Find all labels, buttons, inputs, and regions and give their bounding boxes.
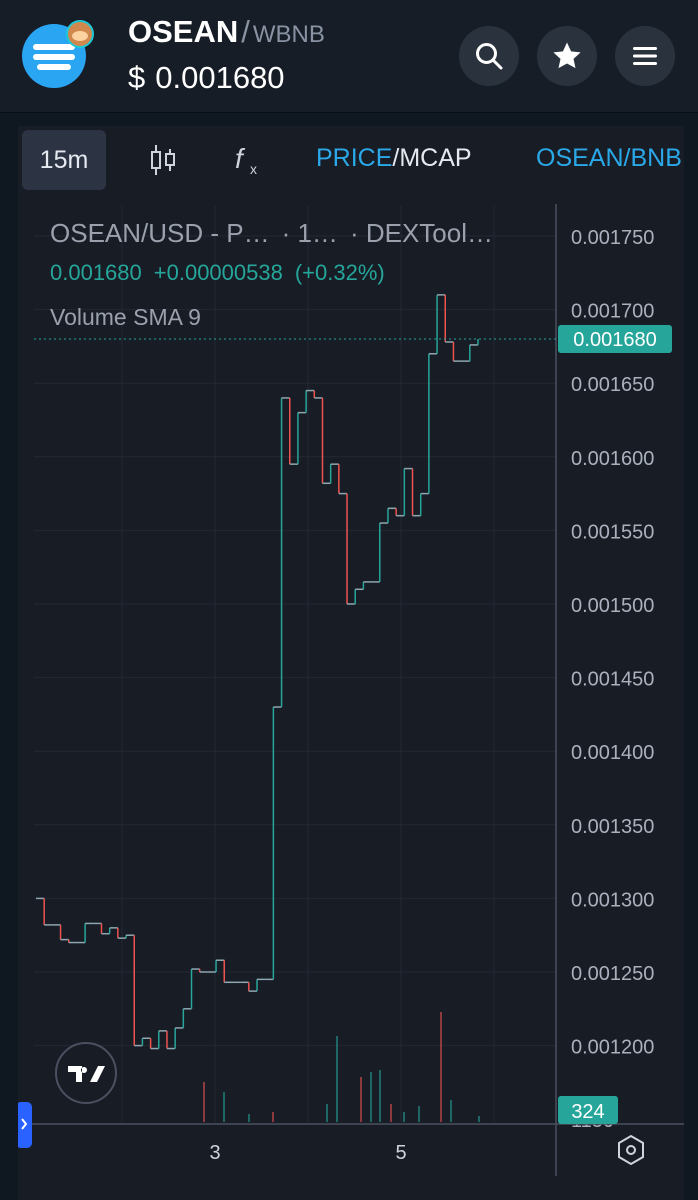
- y-tick-label: 0.001450: [571, 669, 654, 691]
- timeframe-button[interactable]: 15m: [22, 130, 106, 190]
- y-tick-label: 0.001300: [571, 889, 654, 911]
- volume-bar: [370, 1072, 372, 1122]
- value-legend: 0.001680 +0.00000538 (+0.32%): [50, 260, 397, 286]
- volume-bar: [336, 1036, 338, 1122]
- pair-title: OSEAN/WBNB: [128, 14, 325, 50]
- y-tick-label: 0.001550: [571, 521, 654, 543]
- base-symbol: OSEAN: [128, 14, 239, 49]
- toggle-slash: /: [392, 144, 400, 172]
- menu-icon: [633, 47, 657, 65]
- volume-bar: [440, 1012, 442, 1122]
- change-value: +0.00000538: [153, 260, 283, 285]
- volume-bar: [478, 1116, 480, 1122]
- volume-bar: [326, 1104, 328, 1122]
- last-value: 0.001680: [50, 260, 142, 285]
- currency-symbol: $: [128, 60, 146, 95]
- volume-bar: [203, 1082, 205, 1122]
- settings-center-icon: [626, 1145, 636, 1155]
- source-label: · DEXTool…: [349, 218, 493, 248]
- star-icon: [553, 42, 581, 69]
- y-tick-label: 0.001200: [571, 1037, 654, 1059]
- mcap-toggle-label[interactable]: MCAP: [399, 144, 472, 172]
- pair-toggle[interactable]: OSEAN/BNB: [536, 144, 682, 172]
- pair-separator: /: [241, 14, 250, 49]
- volume-bar: [272, 1112, 274, 1122]
- indicator-legend[interactable]: Volume SMA 9: [50, 304, 201, 330]
- x-tick-label: 5: [395, 1142, 406, 1164]
- search-button[interactable]: [459, 26, 519, 86]
- volume-tag-label: 324: [571, 1101, 604, 1123]
- svg-text:f: f: [235, 143, 246, 174]
- price-mcap-toggle[interactable]: PRICE/MCAP: [316, 144, 472, 173]
- volume-tag-box: [558, 1096, 618, 1124]
- volume-bar: [403, 1112, 405, 1122]
- symbol-title: OSEAN/USD - P…: [50, 218, 270, 248]
- change-percent: (+0.32%): [294, 260, 385, 285]
- current-price: $0.001680: [128, 60, 285, 96]
- y-tick-label: 0.001750: [571, 227, 654, 249]
- tradingview-logo-icon[interactable]: [55, 1042, 117, 1104]
- price-value: 0.001680: [155, 60, 285, 95]
- y-tick-label: 0.001650: [571, 374, 654, 396]
- top-bar: OSEAN/WBNB $0.001680: [0, 0, 698, 113]
- y-tick-label: 0.001500: [571, 595, 654, 617]
- chevron-right-icon: [21, 1118, 28, 1130]
- symbol-legend: OSEAN/USD - P… · 1… · DEXTool…: [50, 218, 505, 249]
- interval-label: · 1…: [281, 218, 338, 248]
- menu-button[interactable]: [615, 26, 675, 86]
- price-tag-box: [558, 325, 672, 354]
- y-tick-label: 0.001600: [571, 448, 654, 470]
- search-icon: [476, 43, 503, 70]
- volume-bar: [360, 1077, 362, 1122]
- chart-toolbar: 15m f x PRICE/MCAP OSEAN/BNB: [18, 126, 684, 198]
- volume-bar: [223, 1092, 225, 1122]
- pancakeswap-badge-icon: [66, 20, 94, 48]
- y-tick-label: 0.001350: [571, 816, 654, 838]
- osean-logo-icon: [22, 20, 94, 88]
- chart-widget: 15m f x PRICE/MCAP OSEAN/BNB 0.001750 0.0…: [18, 126, 684, 1200]
- y-tick-label: 0.001250: [571, 963, 654, 985]
- price-tag-label: 0.001680: [573, 329, 656, 351]
- volume-bar: [450, 1100, 452, 1122]
- price-toggle-label[interactable]: PRICE: [316, 144, 393, 172]
- chart-type-button[interactable]: [143, 140, 183, 180]
- favorite-button[interactable]: [537, 26, 597, 86]
- x-tick-label: 3: [209, 1142, 220, 1164]
- function-icon: f x: [235, 143, 257, 177]
- volume-bar: [248, 1114, 250, 1122]
- indicators-button[interactable]: f x: [228, 140, 268, 180]
- volume-bar: [418, 1106, 420, 1122]
- quote-symbol: WBNB: [252, 21, 325, 48]
- tradingview-mark-icon: [68, 1066, 105, 1082]
- volume-bar: [379, 1070, 381, 1122]
- candlestick-icon: [151, 145, 175, 175]
- y-tick-label: 0.001700: [571, 301, 654, 323]
- y-tick-label: 0.001400: [571, 742, 654, 764]
- svg-text:x: x: [250, 161, 257, 177]
- settings-hexagon-icon[interactable]: [618, 1134, 644, 1166]
- price-chart[interactable]: 0.001750 0.001700 0.001650 0.001600 0.001550…: [18, 126, 684, 1200]
- volume-bar: [390, 1104, 392, 1122]
